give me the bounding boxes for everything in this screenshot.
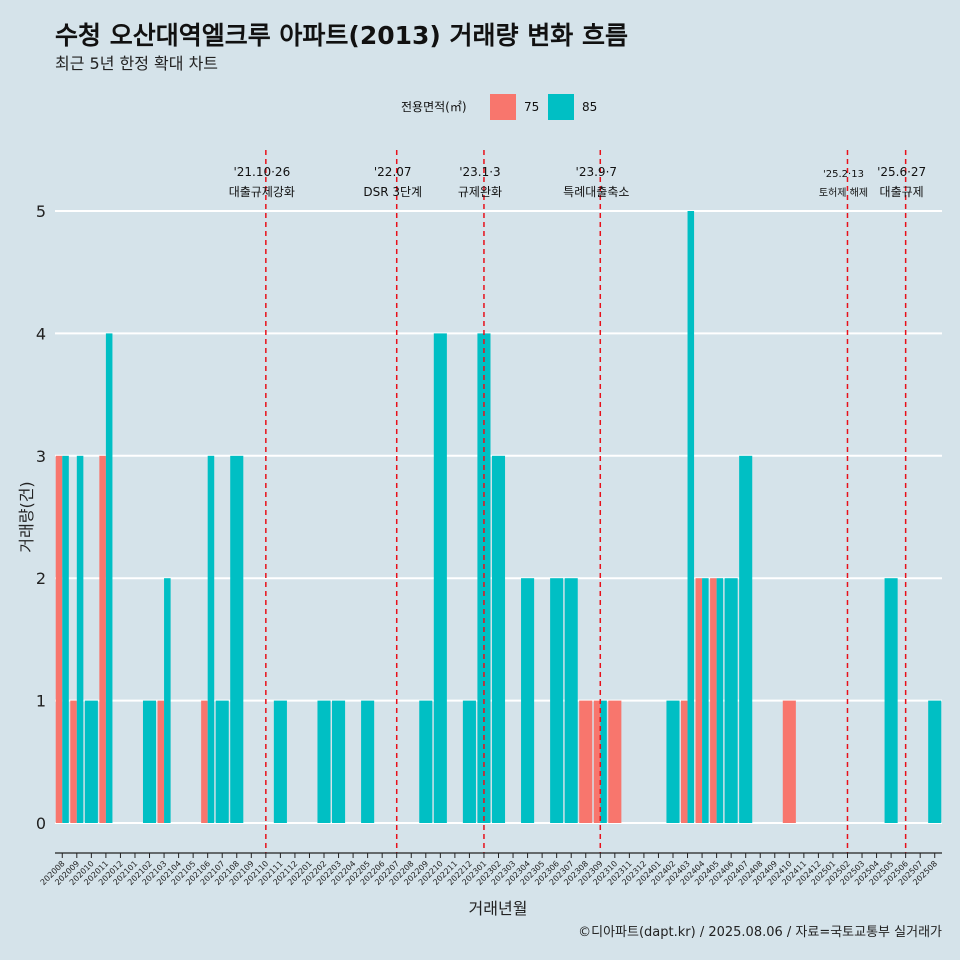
bar-75-202310 [608, 700, 622, 823]
bar-75-202103 [157, 700, 165, 823]
bar-75-202308 [579, 700, 593, 823]
legend-label-85: 85 [582, 100, 597, 114]
annotation-date-202301: '23.1·3 [459, 165, 500, 179]
bar-85-202406 [724, 578, 738, 823]
annotation-label-202301: 규제완화 [458, 185, 502, 199]
legend-title: 전용면적(㎡) [401, 100, 467, 114]
annotation-lines: '21.10·26 대출규제강화 '22.07 DSR 3단계 '23.1·3 규제완화 '… [229, 150, 926, 853]
y-tick-label: 5 [36, 202, 46, 221]
bar-75-202403 [680, 700, 688, 823]
bar-85-202202 [317, 700, 331, 823]
bar-85-202301 [477, 333, 491, 823]
bar-85-202307 [564, 578, 578, 823]
bar-75-202106 [201, 700, 208, 823]
bar-85-202505 [884, 578, 898, 823]
y-tick-label: 4 [36, 324, 46, 343]
bar-85-202111 [273, 700, 287, 823]
bar-85-202008 [62, 455, 69, 823]
annotation-label-202207: DSR 3단계 [363, 185, 422, 199]
bars [55, 211, 942, 823]
bar-85-202210 [433, 333, 447, 823]
bar-85-202209 [419, 700, 433, 823]
bar-85-202402 [666, 700, 680, 823]
bar-85-202309 [600, 700, 607, 823]
y-tick-label: 0 [36, 814, 46, 833]
y-tick-label: 1 [36, 692, 46, 711]
y-tick-label: 2 [36, 569, 46, 588]
bar-85-202407 [739, 455, 753, 823]
bar-85-202302 [491, 455, 506, 823]
chart-subtitle: 최근 5년 한정 확대 차트 [55, 54, 218, 73]
bar-85-202108 [230, 455, 244, 823]
annotation-date-202309: '23.9·7 [576, 165, 617, 179]
bar-75-202011 [99, 455, 106, 823]
legend-key-75 [490, 94, 516, 120]
bar-75-202009 [70, 700, 77, 823]
annotation-label-202502: 토허제 해제 [819, 186, 868, 199]
annotation-date-202502: '25.2·13 [823, 169, 864, 180]
bar-85-202508 [928, 700, 942, 823]
bar-85-202203 [332, 700, 346, 823]
bar-85-202403 [687, 211, 695, 823]
annotation-label-202309: 특례대출축소 [563, 185, 629, 199]
y-axis-title: 거래량(건) [17, 481, 36, 552]
legend-label-75: 75 [524, 100, 539, 114]
bar-75-202410 [782, 700, 796, 823]
bar-85-202010 [84, 700, 98, 823]
bar-85-202404 [702, 578, 709, 823]
bar-85-202009 [76, 455, 84, 823]
bar-85-202405 [716, 578, 724, 823]
bar-85-202304 [521, 578, 535, 823]
bar-85-202103 [164, 578, 171, 823]
annotation-date-202207: '22.07 [374, 165, 412, 179]
annotation-date-202506: '25.6·27 [877, 165, 926, 179]
x-axis: 2020082020092020102020112020122021012021… [39, 852, 942, 887]
caption: ©디아파트(dapt.kr) / 2025.08.06 / 자료=국토교통부 실… [578, 925, 942, 940]
bar-85-202306 [550, 578, 564, 823]
bar-85-202212 [462, 700, 476, 823]
y-tick-label: 3 [36, 447, 46, 466]
bar-85-202107 [215, 700, 229, 823]
bar-75-202405 [710, 578, 717, 823]
bar-85-202205 [361, 700, 375, 823]
legend-key-85 [548, 94, 574, 120]
annotation-date-202110: '21.10·26 [233, 165, 290, 179]
legend: 전용면적(㎡) 75 85 [401, 94, 597, 120]
bar-85-202102 [142, 700, 157, 823]
bar-75-202008 [55, 455, 63, 823]
x-axis-title: 거래년월 [469, 899, 528, 918]
annotation-label-202506: 대출규제 [880, 185, 924, 199]
y-axis: 0 1 2 3 4 5 [36, 202, 46, 833]
chart-title: 수청 오산대역엘크루 아파트(2013) 거래량 변화 흐름 [55, 21, 628, 50]
bar-75-202309 [593, 700, 601, 823]
annotation-label-202110: 대출규제강화 [229, 185, 295, 199]
bar-85-202106 [207, 455, 215, 823]
bar-85-202011 [105, 333, 113, 823]
bar-75-202404 [695, 578, 703, 823]
